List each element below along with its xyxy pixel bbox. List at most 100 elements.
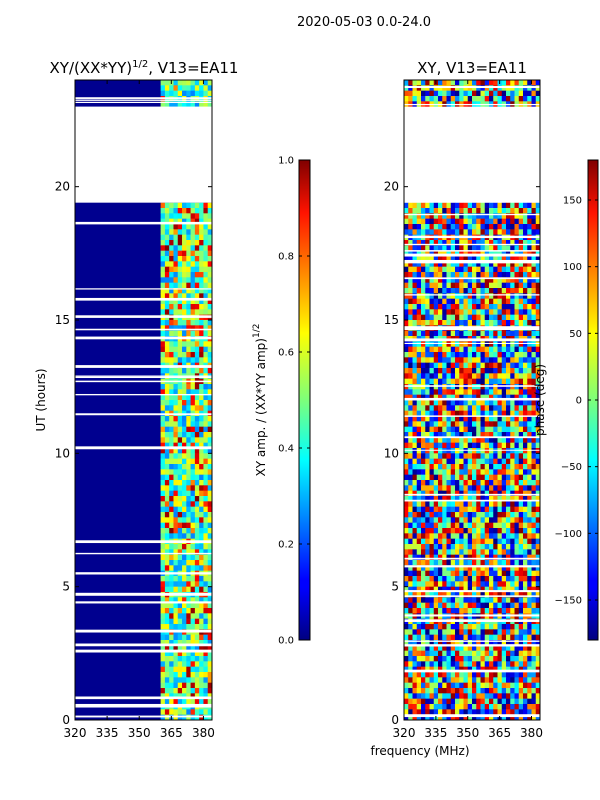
heatmap-cell — [497, 288, 503, 294]
heatmap-cell — [480, 330, 486, 337]
heatmap-cell — [207, 624, 212, 630]
heatmap-cell — [412, 592, 418, 598]
heatmap-cell — [523, 341, 528, 348]
heatmap-cell — [518, 218, 524, 225]
heatmap-cell — [408, 282, 413, 289]
heatmap-cell — [207, 677, 212, 684]
heatmap-cell — [501, 549, 507, 556]
heatmap-cell — [493, 362, 498, 369]
heatmap-cell — [438, 202, 443, 209]
heatmap-cell — [425, 528, 430, 534]
heatmap-cell — [484, 357, 490, 364]
heatmap-cell — [186, 480, 191, 486]
heatmap-cell — [501, 421, 507, 428]
heatmap-cell — [510, 208, 515, 214]
heatmap-cell — [160, 464, 166, 470]
heatmap-cell — [425, 650, 430, 657]
heatmap-cell — [438, 304, 443, 310]
heatmap-cell — [194, 282, 200, 289]
heatmap-cell — [177, 320, 183, 326]
heatmap-cell — [459, 80, 464, 86]
heatmap-cell — [514, 448, 520, 454]
heatmap-cell — [164, 474, 170, 481]
heatmap-cell — [190, 624, 196, 630]
heatmap-cell — [476, 218, 481, 225]
heatmap-cell — [421, 245, 426, 252]
heatmap-cell — [404, 442, 409, 449]
heatmap-cell — [186, 517, 191, 524]
heatmap-cell — [506, 661, 511, 668]
left-chart-title: XY/(XX*YY)1/2, V13=EA11 — [50, 59, 239, 77]
heatmap-cell — [425, 624, 430, 630]
heatmap-cell — [207, 208, 212, 214]
heatmap-cell — [527, 320, 532, 326]
heatmap-cell — [186, 352, 191, 358]
heatmap-cell — [506, 213, 511, 220]
heatmap-cell — [412, 570, 418, 577]
heatmap-cell — [476, 368, 481, 374]
heatmap-cell — [173, 389, 179, 396]
heatmap-cell — [489, 496, 494, 502]
heatmap-cell — [169, 229, 174, 236]
heatmap-cell — [429, 245, 435, 252]
heatmap-cell — [442, 624, 447, 630]
heatmap-cell — [506, 245, 511, 252]
heatmap-cell — [177, 330, 183, 337]
heatmap-cell — [425, 421, 430, 428]
heatmap-cell — [203, 272, 209, 278]
heatmap-cell — [203, 389, 209, 396]
heatmap-cell — [408, 693, 413, 700]
heatmap-cell — [527, 640, 532, 646]
heatmap-cell — [484, 309, 490, 316]
heatmap-cell — [459, 229, 464, 236]
heatmap-cell — [472, 357, 477, 364]
heatmap-cell — [463, 309, 469, 316]
heatmap-cell — [523, 469, 528, 476]
heatmap-cell — [194, 650, 200, 657]
heatmap-cell — [497, 480, 503, 486]
heatmap-cell — [408, 624, 413, 630]
heatmap-cell — [450, 410, 456, 417]
heatmap-cell — [467, 272, 473, 278]
heatmap-cell — [421, 714, 426, 720]
heatmap-cell — [527, 250, 532, 257]
heatmap-cell — [501, 208, 507, 214]
heatmap-cell — [467, 400, 473, 406]
flagged-row — [75, 696, 212, 698]
heatmap-cell — [408, 592, 413, 598]
heatmap-cell — [160, 400, 166, 406]
heatmap-cell — [497, 437, 503, 444]
flagged-row — [404, 385, 540, 387]
heatmap-cell — [203, 458, 209, 465]
heatmap-cell — [493, 229, 498, 236]
heatmap-cell — [425, 432, 430, 438]
heatmap-cell — [421, 656, 426, 662]
heatmap-cell — [182, 80, 187, 86]
heatmap-cell — [523, 442, 528, 449]
heatmap-cell — [190, 528, 196, 534]
heatmap-cell — [493, 346, 498, 353]
heatmap-cell — [190, 400, 196, 406]
heatmap-cell — [497, 517, 503, 524]
heatmap-cell — [518, 261, 524, 268]
heatmap-cell — [190, 469, 196, 476]
heatmap-cell — [510, 672, 515, 678]
heatmap-cell — [472, 90, 477, 97]
heatmap-cell — [425, 666, 430, 673]
heatmap-cell — [476, 448, 481, 454]
heatmap-cell — [442, 474, 447, 481]
heatmap-cell — [459, 410, 464, 417]
heatmap-cell — [182, 672, 187, 678]
heatmap-cell — [476, 634, 481, 641]
heatmap-cell — [199, 266, 204, 273]
heatmap-cell — [510, 474, 515, 481]
heatmap-cell — [467, 650, 473, 657]
heatmap-cell — [472, 384, 477, 390]
heatmap-cell — [164, 453, 170, 460]
heatmap-cell — [506, 426, 511, 433]
heatmap-cell — [404, 517, 409, 524]
heatmap-cell — [408, 245, 413, 252]
heatmap-cell — [438, 469, 443, 476]
heatmap-cell — [438, 592, 443, 598]
heatmap-cell — [433, 261, 439, 268]
